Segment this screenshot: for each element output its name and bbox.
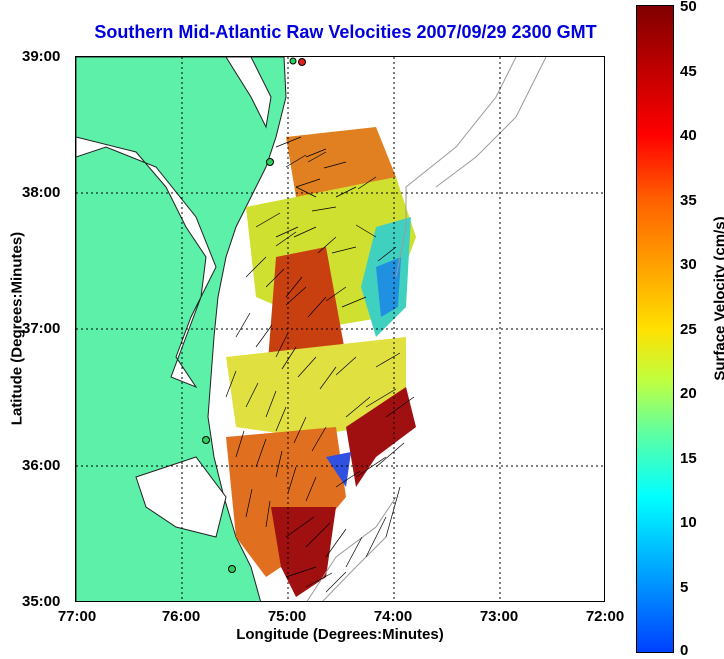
x-tick-label: 73:00 <box>479 608 519 625</box>
grid-lines <box>76 57 604 601</box>
y-tick-label: 35:00 <box>22 593 61 610</box>
colorbar-tick-label: 35 <box>680 192 697 209</box>
y-tick-label: 36:00 <box>22 457 61 474</box>
velocity-field <box>226 127 416 597</box>
colorbar-tick-label: 5 <box>680 579 689 596</box>
colorbar-tick-label: 10 <box>680 514 697 531</box>
pamlico-sound <box>135 456 227 538</box>
colorbar-tick-label: 45 <box>680 63 697 80</box>
x-tick-label: 77:00 <box>57 608 97 625</box>
map-plot-area <box>75 56 605 602</box>
colorbar-tick-label: 25 <box>680 321 697 338</box>
colorbar-label: Surface Velocity (cm/s) <box>711 216 724 381</box>
x-tick-label: 76:00 <box>161 608 201 625</box>
colorbar-tick-label: 30 <box>680 256 697 273</box>
hf-radar-stations <box>202 57 306 573</box>
y-tick-label: 37:00 <box>22 320 61 337</box>
x-tick-label: 75:00 <box>267 608 307 625</box>
colorbar-tick-label: 0 <box>680 642 689 659</box>
chesapeake-bay <box>76 136 217 389</box>
x-tick-label: 74:00 <box>373 608 413 625</box>
x-axis-label: Longitude (Degrees:Minutes) <box>236 626 444 643</box>
y-tick-label: 38:00 <box>22 184 61 201</box>
delaware-bay <box>225 57 272 129</box>
colorbar-tick-label: 50 <box>680 0 697 15</box>
velocity-arrows <box>225 136 415 593</box>
map-title: Southern Mid-Atlantic Raw Velocities 200… <box>94 22 597 42</box>
x-tick-label: 72:00 <box>585 608 625 625</box>
colorbar-tick-label: 20 <box>680 385 697 402</box>
y-tick-label: 39:00 <box>22 48 61 65</box>
bathymetry-contours <box>306 57 547 601</box>
colorbar-tick-label: 40 <box>680 127 697 144</box>
y-axis-label: Latitude (Degrees:Minutes) <box>8 231 26 426</box>
colorbar <box>636 5 674 653</box>
colorbar-tick-label: 15 <box>680 450 697 467</box>
